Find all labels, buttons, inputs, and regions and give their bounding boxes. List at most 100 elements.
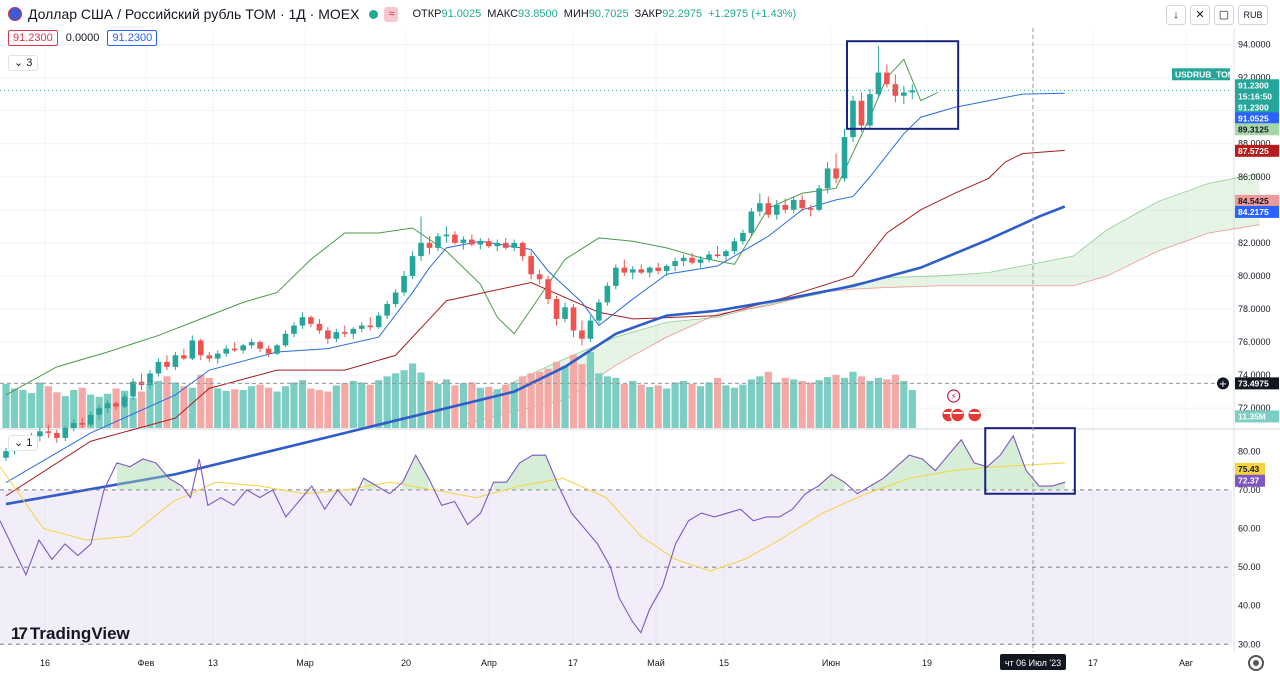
rsi-value-label: 75.43 xyxy=(1238,464,1260,474)
candle-body xyxy=(663,266,670,271)
rsi-overbought-fill xyxy=(493,482,507,490)
candle-body xyxy=(435,236,441,248)
crosshair-plus-icon xyxy=(1217,377,1229,390)
price-label: 84.2175 xyxy=(1238,207,1269,217)
candle-body xyxy=(773,204,780,215)
volume-bar xyxy=(205,377,213,428)
volume-bar xyxy=(392,373,400,428)
symbol-title[interactable]: Доллар США / Российский рубль TOM · 1Д ·… xyxy=(28,6,360,22)
settings-gear-icon[interactable] xyxy=(1248,655,1264,671)
candle-body xyxy=(621,267,628,273)
chikou-span-line xyxy=(5,58,938,396)
candle-body xyxy=(384,304,390,316)
market-status-icon[interactable] xyxy=(369,9,379,19)
candle-body xyxy=(147,373,153,386)
sell-price[interactable]: 91.2300 xyxy=(8,30,58,46)
candle-body xyxy=(401,275,407,293)
candle-body xyxy=(680,257,687,262)
volume-bar xyxy=(612,377,620,428)
candle-body xyxy=(206,355,213,359)
fullscreen-icon[interactable]: ▢ xyxy=(1214,5,1234,25)
rsi-overbought-fill xyxy=(506,462,520,490)
candle-body xyxy=(155,361,162,374)
volume-bar xyxy=(680,380,688,428)
tradingview-logo[interactable]: 17 TradingView xyxy=(11,624,130,644)
rsi-overbought-fill xyxy=(1052,482,1066,490)
volume-bar xyxy=(468,382,476,428)
candle-body xyxy=(37,431,43,437)
candle-body xyxy=(706,254,712,260)
buy-price[interactable]: 91.2300 xyxy=(107,30,158,46)
candle-body xyxy=(765,203,772,215)
volume-bar xyxy=(502,384,510,428)
candle-body xyxy=(460,239,467,243)
y-tick-label: 86.0000 xyxy=(1238,172,1271,182)
crosshair-plus-glyph: + xyxy=(1219,379,1227,390)
rsi-overbought-fill xyxy=(818,474,832,490)
candle-body xyxy=(189,340,196,359)
rsi-overbought-fill xyxy=(532,455,546,490)
x-tick-label: Фев xyxy=(138,658,155,668)
volume-bar xyxy=(408,363,417,428)
volume-bar xyxy=(341,383,349,428)
candle-body xyxy=(714,254,721,257)
candle-body xyxy=(629,269,636,273)
candle-body xyxy=(342,332,348,334)
volume-bar xyxy=(569,355,578,428)
rsi-line xyxy=(0,434,1066,634)
highlight-box-rsi xyxy=(984,427,1076,495)
candle-body xyxy=(257,342,263,349)
volume-bar xyxy=(214,388,222,428)
candle-body xyxy=(536,274,543,280)
volume-bar xyxy=(78,387,86,428)
candle-body xyxy=(223,348,230,354)
download-icon[interactable]: ↓ xyxy=(1166,5,1186,25)
candle-body xyxy=(477,241,484,245)
volume-bar xyxy=(696,386,705,428)
currency-selector[interactable]: RUB xyxy=(1238,5,1268,25)
y-tick-label: 88.0000 xyxy=(1238,139,1271,149)
candle-body xyxy=(452,234,458,243)
volume-bar xyxy=(87,394,95,428)
candle-body xyxy=(164,361,170,367)
volume-bar xyxy=(883,379,891,428)
candle-body xyxy=(469,239,475,245)
x-tick-label: 19 xyxy=(922,658,932,668)
volume-bar xyxy=(629,380,637,428)
candle-body xyxy=(748,211,755,233)
volume-bar xyxy=(358,382,366,428)
approx-badge[interactable]: ≈ xyxy=(384,6,399,22)
candle-body xyxy=(723,251,729,257)
volume-bar xyxy=(807,382,815,428)
volume-bar xyxy=(375,380,383,428)
price-label-box xyxy=(1235,194,1279,207)
rsi-overbought-fill xyxy=(363,478,377,490)
highlight-box-price xyxy=(846,40,960,130)
rsi-overbought-fill xyxy=(1013,435,1027,490)
volume-bar xyxy=(324,391,332,428)
price-label-box xyxy=(1235,144,1279,157)
volume-bar xyxy=(739,384,747,428)
rsi-pane-toggle[interactable]: ⌄ 1 xyxy=(8,435,39,451)
candle-body xyxy=(104,403,111,409)
candle-body xyxy=(553,299,560,319)
rsi-overbought-fill xyxy=(948,439,962,490)
ohlc-close: ЗАКР92.2975 xyxy=(634,8,703,20)
candle-body xyxy=(613,267,619,286)
rsi-value-label: 72.37 xyxy=(1238,476,1260,486)
volume-bar xyxy=(290,382,298,428)
volume-bar xyxy=(417,372,425,428)
rsi-tick-label: 30.00 xyxy=(1238,639,1261,649)
indicators-toggle[interactable]: ⌄ 3 xyxy=(8,55,39,71)
candle-body xyxy=(850,100,856,138)
price-label-box xyxy=(1235,410,1279,423)
price-label-box xyxy=(1172,68,1230,81)
x-tick-label: Авг xyxy=(1179,658,1194,668)
close-icon[interactable]: ✕ xyxy=(1190,5,1210,25)
price-label-box xyxy=(1235,123,1279,136)
x-tick-label: 15 xyxy=(719,658,729,668)
x-tick-label: 20 xyxy=(401,658,411,668)
volume-bar xyxy=(273,391,281,428)
